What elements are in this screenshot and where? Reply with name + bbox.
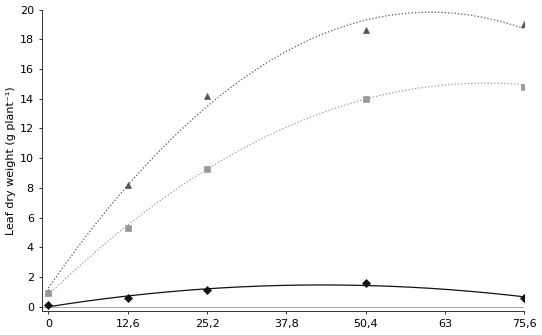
Y-axis label: Leaf dry weight (g plant⁻¹): Leaf dry weight (g plant⁻¹)	[5, 86, 16, 234]
